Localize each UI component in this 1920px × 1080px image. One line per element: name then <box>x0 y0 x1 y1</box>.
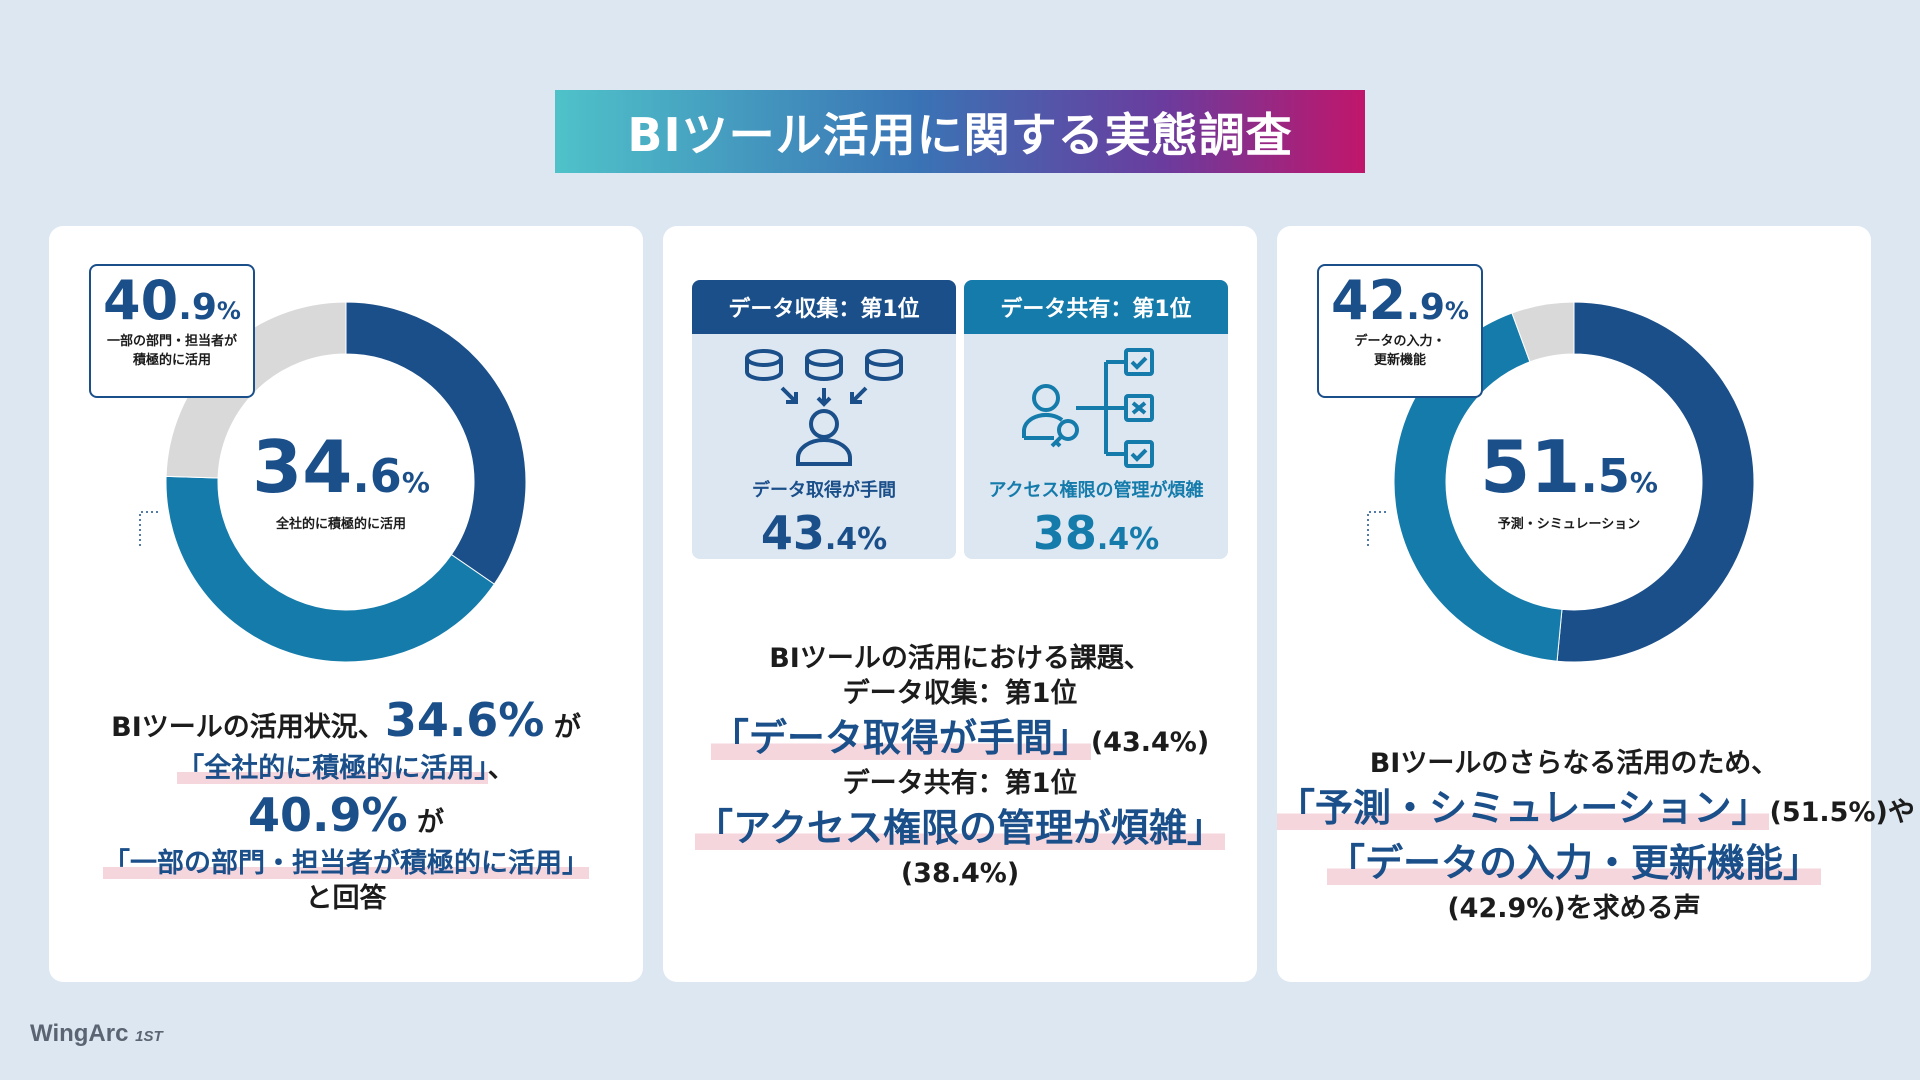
center-label: 全社的に積極的に活用 <box>275 517 406 532</box>
donut-slice-1 <box>1556 301 1755 663</box>
center-value: 34.6% <box>252 425 430 509</box>
donut1-slices <box>165 301 527 663</box>
donut-chart-features <box>1367 301 1755 663</box>
callout-label: 一部の部門・担当者が 積極的に活用 <box>106 334 237 368</box>
donut-chart-usage <box>139 301 527 663</box>
summary-line-3: 「データ取得が手間」(43.4%) <box>710 716 1210 761</box>
summary-text-challenges: BIツールの活用における課題、 データ収集：第1位 「データ取得が手間」(43.… <box>663 641 1257 892</box>
donut2-slices <box>1393 301 1755 663</box>
issue-data-sharing: データ共有：第1位 アクセス権限の管理が煩雑 38.4% <box>964 280 1228 559</box>
summary-text-features: BIツールのさらなる活用のため、 「予測・シミュレーション」(51.5%)や 「… <box>1277 746 1915 926</box>
wingarc-logo: WingArc 1ST <box>30 1020 163 1047</box>
center-stat-forecast: 51.5% 予測・シミュレーション <box>1449 431 1689 532</box>
summary-line-1: BIツールのさらなる活用のため、 <box>1369 748 1779 779</box>
summary-line-6: (38.4%) <box>900 858 1020 890</box>
summary-line-2: 「予測・シミュレーション」(51.5%)や <box>1277 786 1915 831</box>
page-title: BIツール活用に関する実態調査 <box>627 107 1293 162</box>
summary-line-2: 「全社的に積極的に活用」、 <box>177 752 515 784</box>
summary-line-5: 「アクセス権限の管理が煩雑」 <box>694 806 1226 851</box>
issue-header: データ収集：第1位 <box>692 280 956 334</box>
donut-slice-2 <box>1393 312 1563 662</box>
donut-slice-3 <box>1511 301 1575 363</box>
issue-name: アクセス権限の管理が煩雑 <box>988 480 1204 501</box>
summary-text-usage: BIツールの活用状況、34.6% が 「全社的に積極的に活用」、 40.9% が… <box>49 691 643 916</box>
summary-line-3: 「データの入力・更新機能」 <box>1326 841 1821 886</box>
callout-value: 42.9% <box>1331 269 1469 332</box>
card-desired-features: 42.9% データの入力・ 更新機能 51.5% 予測・シミュレーション BIツ… <box>1277 226 1915 982</box>
issue-value: 43.4% <box>760 506 888 559</box>
callout-partial-usage: 40.9% 一部の部門・担当者が 積極的に活用 <box>89 264 255 398</box>
donut-slice-2 <box>165 475 495 663</box>
summary-line-5: と回答 <box>305 882 387 914</box>
summary-line-4: (42.9%)を求める声 <box>1447 893 1701 925</box>
database-person-icon <box>745 349 903 466</box>
card-challenges: データ収集：第1位 データ取得が手間 43.4% データ共有：第1位 <box>663 226 1257 982</box>
donut-slice-1 <box>345 301 527 585</box>
summary-line-1: BIツールの活用における課題、 <box>769 643 1151 674</box>
access-permission-icon <box>1022 348 1154 468</box>
callout-input-update: 42.9% データの入力・ 更新機能 <box>1317 264 1483 398</box>
center-value: 51.5% <box>1480 425 1658 509</box>
title-banner: BIツール活用に関する実態調査 <box>555 90 1365 173</box>
summary-line-4: 「一部の部門・担当者が積極的に活用」 <box>103 847 589 879</box>
callout-value: 40.9% <box>103 269 241 332</box>
issue-header: データ共有：第1位 <box>964 280 1228 334</box>
center-stat-company-wide: 34.6% 全社的に積極的に活用 <box>221 431 461 532</box>
summary-line-1: BIツールの活用状況、34.6% が <box>111 693 581 747</box>
callout-label: データの入力・ 更新機能 <box>1354 334 1446 368</box>
issue-name: データ取得が手間 <box>752 480 896 501</box>
summary-line-4: データ共有：第1位 <box>842 768 1078 800</box>
summary-line-3: 40.9% が <box>248 787 444 842</box>
card-usage-status: 40.9% 一部の部門・担当者が 積極的に活用 34.6% 全社的に積極的に活用… <box>49 226 643 982</box>
callout-connector <box>1367 511 1388 546</box>
summary-line-2: データ収集：第1位 <box>842 678 1078 710</box>
issue-value: 38.4% <box>1032 506 1160 559</box>
issue-data-collection: データ収集：第1位 データ取得が手間 43.4% <box>692 280 956 559</box>
center-label: 予測・シミュレーション <box>1497 517 1641 532</box>
callout-connector <box>139 511 160 546</box>
